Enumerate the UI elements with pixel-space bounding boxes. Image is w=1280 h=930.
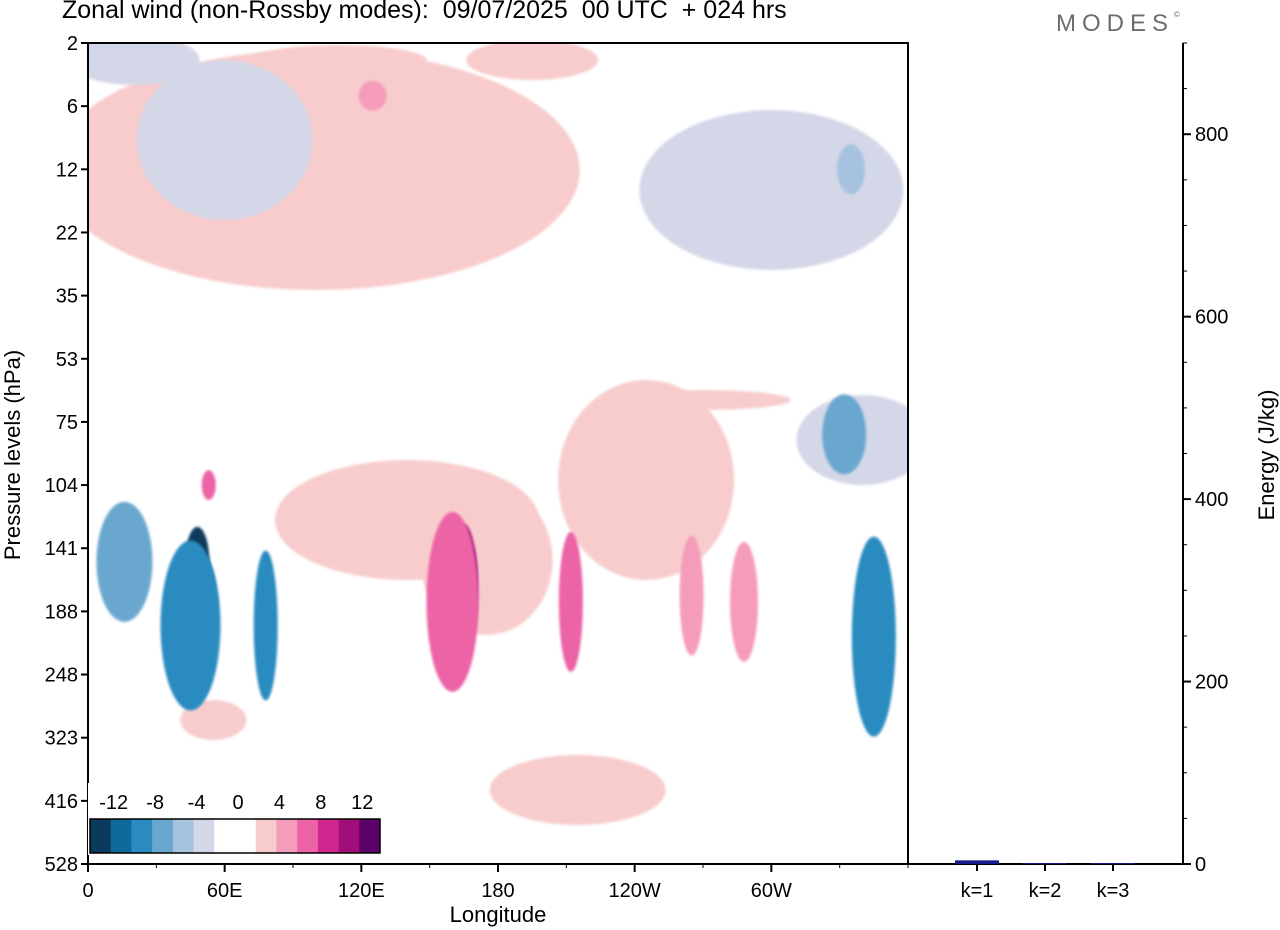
colorbar: -12 -8 -4 0 4 8 12 [88, 783, 382, 855]
field-patch [250, 45, 427, 75]
field-patch [558, 380, 735, 580]
pressure-tick-label: 53 [56, 349, 78, 371]
field-patch [615, 390, 791, 410]
field-core [822, 394, 867, 475]
energy-bar [1023, 863, 1067, 864]
colorbar-swatch [255, 819, 277, 853]
pressure-axis: 2 6 12 22 35 53 75 104 141 188 248 323 416 528 [45, 33, 88, 876]
colorbar-swatch [110, 819, 132, 853]
field-patch [466, 43, 599, 80]
field-core [679, 535, 704, 656]
energy-tick-label: 800 [1195, 124, 1228, 146]
pressure-tick-label: 12 [56, 159, 78, 181]
colorbar-swatch [276, 819, 298, 853]
lon-tick-label: 60W [751, 880, 792, 902]
field-core [96, 501, 153, 622]
field-patch [639, 110, 904, 270]
lon-tick-label: 120W [609, 880, 661, 902]
field-core [253, 550, 278, 701]
field-core [358, 80, 387, 111]
field-patch [180, 700, 247, 740]
colorbar-swatch [359, 819, 381, 853]
field-core [201, 470, 216, 501]
wind-field [88, 43, 908, 825]
colorbar-swatch [297, 819, 319, 853]
pressure-tick-label: 528 [45, 854, 78, 876]
energy-tick-label: 400 [1195, 489, 1228, 511]
energy-tick-label: 600 [1195, 307, 1228, 329]
field-patch [88, 50, 580, 290]
pressure-tick-label: 188 [45, 601, 78, 623]
colorbar-swatch [214, 819, 236, 853]
field-patch [567, 450, 656, 470]
lon-tick-label: 120E [338, 880, 385, 902]
colorbar-swatch [90, 819, 112, 853]
colorbar-swatch [235, 819, 257, 853]
chart-title: Zonal wind (non-Rossby modes): 09/07/202… [62, 0, 787, 24]
colorbar-swatch [152, 819, 174, 853]
field-core [426, 511, 479, 692]
pressure-tick-label: 35 [56, 286, 78, 308]
colorbar-frame [89, 818, 381, 854]
field-core [851, 536, 896, 737]
colorbar-swatch [172, 819, 194, 853]
energy-bar [1091, 863, 1135, 864]
pressure-tick-label: 416 [45, 791, 78, 813]
energy-axis: 0 200 400 600 800 [1183, 42, 1228, 876]
colorbar-swatch [317, 819, 339, 853]
lon-tick-label: 0 [82, 880, 93, 902]
pressure-tick-label: 104 [45, 475, 78, 497]
pressure-tick-label: 75 [56, 412, 78, 434]
energy-category-label: k=1 [961, 880, 994, 902]
energy-bars: k=1 k=2 k=3 [955, 860, 1135, 902]
field-patch [88, 43, 200, 85]
pressure-tick-label: 248 [45, 665, 78, 687]
field-core [160, 540, 221, 711]
pressure-tick-label: 2 [67, 33, 78, 55]
field-core [837, 144, 866, 195]
field-patch [136, 60, 313, 220]
pressure-tick-label: 141 [45, 538, 78, 560]
energy-tick-label: 200 [1195, 672, 1228, 694]
energy-bar [955, 860, 999, 864]
colorbar-tick-label: 4 [274, 792, 285, 814]
y-axis-label: Pressure levels (hPa) [0, 350, 25, 560]
field-patch [489, 755, 666, 825]
field-core [558, 531, 583, 672]
energy-category-label: k=2 [1029, 880, 1062, 902]
modes-logo: MODES© [1056, 10, 1180, 38]
colorbar-tick-label: 12 [351, 792, 373, 814]
longitude-axis: 0 60E 120E 180 120W 60W [82, 864, 909, 902]
energy-panel: 0 200 400 600 800 k=1 k=2 k=3 [908, 42, 1228, 902]
lon-tick-label: 60E [207, 880, 243, 902]
energy-axis-label: Energy (J/kg) [1254, 390, 1279, 521]
colorbar-tick-label: -8 [146, 792, 164, 814]
pressure-tick-label: 6 [67, 96, 78, 118]
pressure-tick-label: 22 [56, 222, 78, 244]
field-core [730, 541, 758, 662]
colorbar-tick-label: 0 [232, 792, 243, 814]
pressure-tick-label: 323 [45, 728, 78, 750]
colorbar-swatch [131, 819, 153, 853]
colorbar-tick-label: -4 [188, 792, 206, 814]
colorbar-tick-label: -12 [99, 792, 128, 814]
logo-mark: © [1174, 10, 1180, 19]
colorbar-swatch [193, 819, 215, 853]
colorbar-swatch [338, 819, 360, 853]
logo-text: MODES [1056, 10, 1175, 37]
lon-tick-label: 180 [481, 880, 514, 902]
energy-category-label: k=3 [1097, 880, 1130, 902]
energy-tick-label: 0 [1195, 854, 1206, 876]
x-axis-label: Longitude [450, 902, 547, 927]
colorbar-tick-label: 8 [315, 792, 326, 814]
